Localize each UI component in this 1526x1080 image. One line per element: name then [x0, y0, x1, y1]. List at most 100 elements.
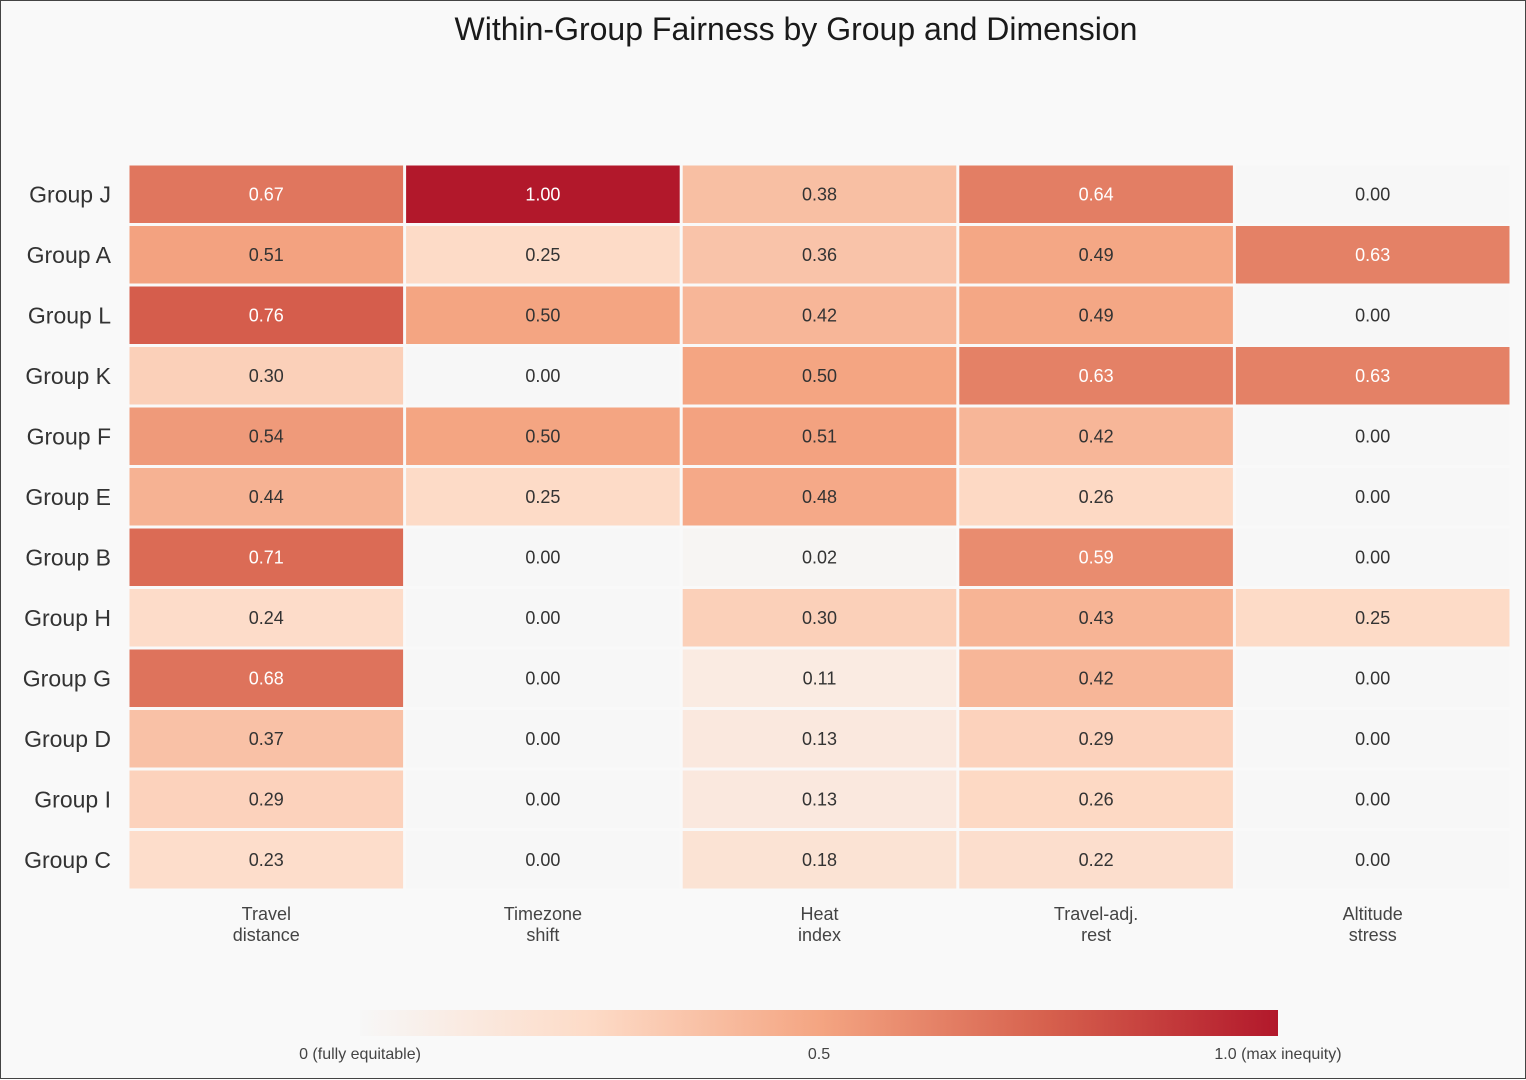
row-label: Group E: [25, 484, 111, 510]
heatmap-cell: [1235, 165, 1510, 223]
cell-value-label: 0.63: [1355, 366, 1390, 386]
cell-value-label: 0.02: [802, 547, 837, 567]
heatmap-cell: [406, 468, 680, 526]
heatmap-cell: [406, 286, 680, 344]
column-label: shift: [526, 925, 559, 945]
cell-value-label: 0.26: [1079, 487, 1114, 507]
heatmap-cell: [1235, 589, 1510, 647]
heatmap-cell: [682, 407, 957, 465]
column-label: index: [798, 925, 841, 945]
heatmap-cell: [682, 347, 957, 405]
colorbar-tick-label: 0.5: [808, 1046, 830, 1063]
heatmap-cell: [129, 468, 404, 526]
heatmap-cell: [1235, 649, 1510, 707]
column-label: Travel: [242, 904, 291, 924]
cell-value-label: 0.00: [525, 668, 560, 688]
heatmap-cell: [959, 589, 1233, 647]
row-label: Group F: [27, 423, 111, 449]
cell-value-label: 0.26: [1079, 789, 1114, 809]
cell-value-label: 0.71: [249, 547, 284, 567]
cell-value-label: 0.25: [1355, 608, 1390, 628]
cell-value-label: 0.29: [1079, 729, 1114, 749]
heatmap-cell: [959, 468, 1233, 526]
row-label: Group G: [23, 665, 111, 691]
cell-value-label: 0.37: [249, 729, 284, 749]
heatmap-cell: [406, 528, 680, 586]
heatmap-cell: [959, 710, 1233, 768]
heatmap-cell: [406, 770, 680, 828]
colorbar: [360, 1010, 1278, 1036]
colorbar-tick-label: 1.0 (max inequity): [1214, 1046, 1341, 1063]
column-label: Travel-adj.: [1054, 904, 1138, 924]
cell-value-label: 0.00: [1355, 547, 1390, 567]
heatmap-cell: [682, 649, 957, 707]
cell-value-label: 0.13: [802, 729, 837, 749]
column-label: Timezone: [504, 904, 582, 924]
cell-value-label: 0.49: [1079, 245, 1114, 265]
cell-value-label: 0.30: [802, 608, 837, 628]
cell-value-label: 0.00: [1355, 729, 1390, 749]
heatmap-cell: [129, 770, 404, 828]
heatmap-cell: [959, 407, 1233, 465]
cell-value-label: 0.25: [525, 487, 560, 507]
column-label: Heat: [800, 904, 838, 924]
row-label: Group K: [25, 363, 111, 389]
heatmap-cell: [406, 589, 680, 647]
cell-value-label: 0.00: [525, 608, 560, 628]
row-label: Group J: [29, 181, 111, 207]
cell-value-label: 0.13: [802, 789, 837, 809]
row-label: Group L: [28, 302, 111, 328]
heatmap-cell: [129, 589, 404, 647]
cell-value-label: 0.00: [1355, 487, 1390, 507]
cell-value-label: 0.30: [249, 366, 284, 386]
heatmap-cell: [959, 649, 1233, 707]
heatmap-cell: [406, 226, 680, 284]
heatmap-cell: [959, 831, 1233, 889]
heatmap-cell: [1235, 468, 1510, 526]
cell-value-label: 0.68: [249, 668, 284, 688]
row-label: Group A: [27, 242, 112, 268]
cell-value-label: 0.00: [1355, 668, 1390, 688]
cell-value-label: 0.00: [1355, 184, 1390, 204]
heatmap-cell: [129, 347, 404, 405]
cell-value-label: 1.00: [525, 184, 560, 204]
cell-value-label: 0.29: [249, 789, 284, 809]
heatmap-cell: [1235, 286, 1510, 344]
heatmap-cell: [129, 286, 404, 344]
heatmap-cell: [682, 770, 957, 828]
cell-value-label: 0.48: [802, 487, 837, 507]
cell-value-label: 0.64: [1079, 184, 1114, 204]
cell-value-label: 0.22: [1079, 850, 1114, 870]
cell-value-label: 0.63: [1355, 245, 1390, 265]
cell-value-label: 0.23: [249, 850, 284, 870]
heatmap-cell: [1235, 528, 1510, 586]
heatmap-cell: [682, 286, 957, 344]
row-label: Group H: [24, 605, 111, 631]
cell-value-label: 0.50: [802, 366, 837, 386]
cell-value-label: 0.42: [1079, 426, 1114, 446]
heatmap-cell: [406, 831, 680, 889]
cell-value-label: 0.76: [249, 305, 284, 325]
cell-value-label: 0.36: [802, 245, 837, 265]
heatmap-cell: [406, 165, 680, 223]
heatmap-cell: [129, 407, 404, 465]
colorbar-tick-label: 0 (fully equitable): [299, 1046, 421, 1063]
row-label: Group C: [24, 847, 111, 873]
heatmap-cell: [1235, 770, 1510, 828]
cell-value-label: 0.00: [1355, 850, 1390, 870]
heatmap-cell: [129, 831, 404, 889]
heatmap-cell: [959, 165, 1233, 223]
cell-value-label: 0.54: [249, 426, 284, 446]
cell-value-label: 0.44: [249, 487, 284, 507]
chart-title: Within-Group Fairness by Group and Dimen…: [455, 11, 1138, 47]
heatmap-cell: [682, 831, 957, 889]
cell-value-label: 0.43: [1079, 608, 1114, 628]
heatmap-cell: [682, 468, 957, 526]
heatmap-cell: [959, 770, 1233, 828]
cell-value-label: 0.24: [249, 608, 284, 628]
heatmap-cell: [129, 165, 404, 223]
cell-value-label: 0.11: [803, 668, 837, 688]
column-label: Altitude: [1343, 904, 1403, 924]
row-label: Group B: [25, 544, 111, 570]
heatmap-cell: [406, 710, 680, 768]
